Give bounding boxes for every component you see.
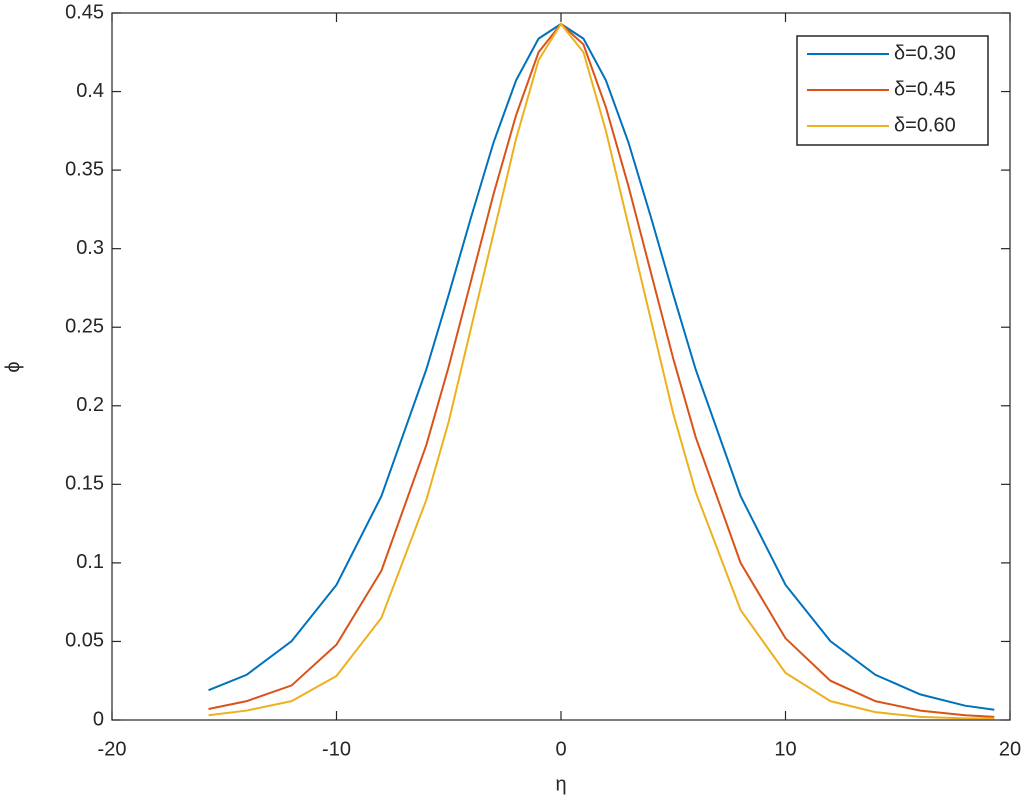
y-tick-label: 0.35 <box>65 158 104 180</box>
legend-label: δ=0.45 <box>894 78 956 100</box>
y-tick-label: 0.2 <box>76 394 104 416</box>
legend: δ=0.30 δ=0.45 δ=0.60 <box>796 35 989 146</box>
plot-frame <box>111 12 1011 721</box>
x-tick-label: 0 <box>555 738 566 760</box>
y-tick-label: 0.45 <box>65 1 104 23</box>
data-line <box>208 22 995 711</box>
x-tick-label: -10 <box>322 738 351 760</box>
x-tick-label: 20 <box>999 738 1021 760</box>
x-axis-label: η <box>555 773 566 795</box>
y-tick-label: 0.25 <box>65 316 104 338</box>
y-tick-label: 0.05 <box>65 630 104 652</box>
y-tick-label: 0 <box>93 708 104 730</box>
data-line <box>208 22 995 718</box>
x-tick-label: -20 <box>98 738 127 760</box>
y-tick-label: 0.3 <box>76 237 104 259</box>
y-tick-label: 0.4 <box>76 80 104 102</box>
legend-label: δ=0.60 <box>894 114 956 136</box>
y-tick-label: 0.15 <box>65 473 104 495</box>
legend-label: δ=0.30 <box>894 42 956 64</box>
y-axis-label: ϕ <box>2 361 24 372</box>
y-tick-label: 0.1 <box>76 551 104 573</box>
data-line <box>208 22 995 720</box>
x-tick-label: 10 <box>774 738 796 760</box>
